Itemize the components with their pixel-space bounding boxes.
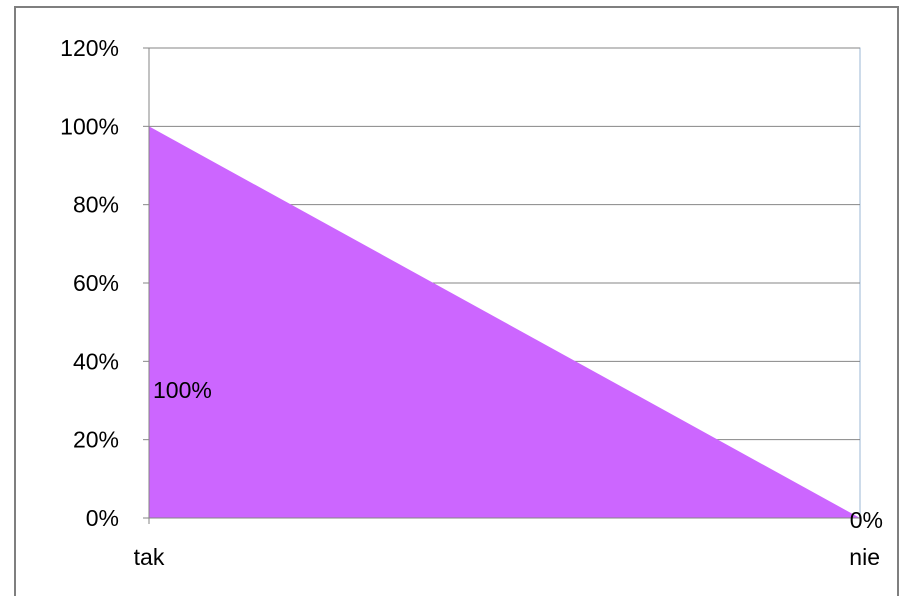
series-area xyxy=(149,126,860,518)
y-tick-label: 100% xyxy=(60,113,119,139)
y-axis-tick-labels: 0% 20% 40% 60% 80% 100% 120% xyxy=(60,35,119,531)
area-series-1 xyxy=(149,126,860,518)
y-tick-label: 40% xyxy=(73,348,119,374)
data-label: 0% xyxy=(850,507,883,533)
y-tick-label: 60% xyxy=(73,270,119,296)
x-tick-label: nie xyxy=(849,544,880,570)
y-tick-label: 80% xyxy=(73,192,119,218)
x-axis-tick-labels: tak nie xyxy=(134,544,880,570)
data-labels: 100% 0% xyxy=(153,377,883,533)
data-label: 100% xyxy=(153,377,212,403)
y-tick-label: 120% xyxy=(60,35,119,61)
x-tick-label: tak xyxy=(134,544,165,570)
axes xyxy=(143,47,861,524)
y-tick-label: 0% xyxy=(86,505,119,531)
y-tick-label: 20% xyxy=(73,427,119,453)
